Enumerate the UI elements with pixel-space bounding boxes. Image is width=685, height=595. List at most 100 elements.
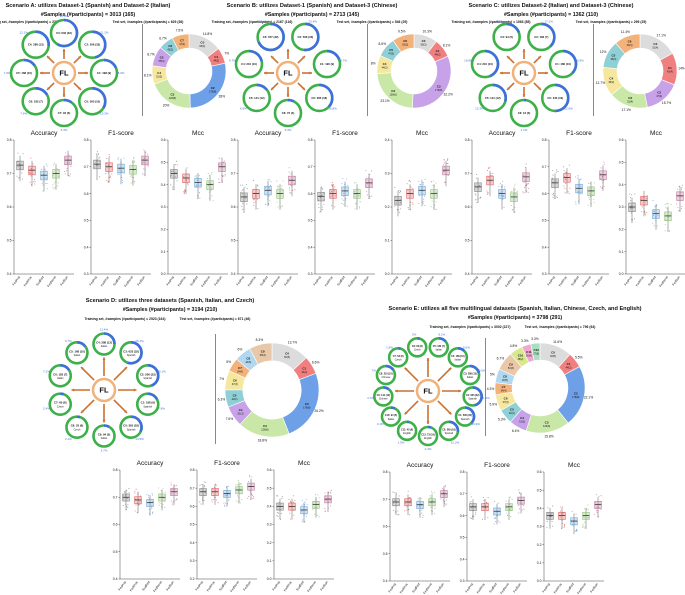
data-point (122, 182, 123, 183)
data-point (470, 501, 471, 502)
y-tick-label: 0.3 (308, 272, 313, 276)
data-point (491, 173, 492, 174)
x-tick-label: FedProx (283, 580, 293, 592)
data-point (281, 188, 282, 189)
donut-slice-label: C5 (611, 54, 615, 58)
donut-slice-pct: 18.8% (258, 439, 267, 443)
data-point (588, 509, 589, 510)
y-tick-label: 0.8 (383, 470, 388, 474)
y-tick-label: 0.8 (231, 138, 236, 142)
data-point (228, 500, 229, 501)
data-point (572, 511, 573, 512)
data-point (647, 195, 648, 196)
fl-arrow-head (427, 421, 430, 424)
x-tick-label: FedDyn (242, 580, 252, 591)
data-point (669, 230, 670, 231)
data-point (302, 500, 303, 501)
data-point (445, 504, 446, 505)
data-point (504, 188, 505, 189)
x-tick-label: FedAvg (271, 580, 281, 591)
donut-slice-pct: 4.8% (510, 344, 518, 348)
data-point (486, 502, 487, 503)
data-point (219, 158, 220, 159)
donut-slice-count: 176(8) (435, 89, 442, 92)
scenario-samples-E: #Samples (#participants) = 3798 (291) (468, 315, 562, 321)
data-point (578, 177, 579, 178)
y-tick-label: 0.2 (190, 577, 195, 581)
data-point (432, 185, 433, 186)
donut-slice-count: 26(4) (526, 354, 532, 357)
client-label: C2: 506 (33) (140, 372, 156, 376)
client-language: Czech (414, 349, 421, 352)
data-point (132, 181, 133, 182)
y-tick-label: 0.5 (7, 239, 12, 243)
donut-slice-label: C4 (157, 71, 161, 75)
client-pct: 7% (372, 368, 377, 372)
y-tick-label: 0.5 (383, 552, 388, 556)
fl-arrow-head (63, 49, 66, 52)
client-pct: 9.7% (229, 58, 236, 62)
fl-arrow-head (458, 390, 461, 393)
data-point (446, 504, 447, 505)
data-point (598, 496, 599, 497)
data-point (207, 178, 208, 179)
y-tick-label: 0.4 (619, 183, 624, 187)
y-tick-label: 0.4 (161, 183, 166, 187)
x-tick-label: FedDyn (437, 275, 447, 286)
data-point (204, 486, 205, 487)
y-tick-label: 0.8 (308, 138, 313, 142)
data-point (594, 182, 595, 183)
data-point (270, 181, 271, 182)
x-tick-label: Scaffold (336, 275, 346, 287)
data-point (569, 188, 570, 189)
y-tick-label: 0.6 (231, 205, 236, 209)
data-point (522, 191, 523, 192)
data-point (519, 508, 520, 509)
data-point (68, 155, 69, 156)
data-point (355, 182, 356, 183)
client-pct: 22.6% (564, 107, 573, 111)
data-point (172, 187, 173, 188)
data-point (54, 182, 55, 183)
donut-slice-count: 126(8) (169, 97, 176, 100)
data-point (392, 492, 393, 493)
data-point (421, 180, 422, 181)
client-label: C7: 53 (6) (393, 355, 404, 358)
data-point (199, 501, 200, 502)
data-point (371, 196, 372, 197)
client-label: C4: 168 (10) (451, 355, 465, 358)
data-point (443, 500, 444, 501)
data-point (152, 494, 153, 495)
data-point (242, 209, 243, 210)
data-point (412, 202, 413, 203)
test-set-E: Test set, #samples (#participants) = 796… (525, 325, 596, 329)
fl-arrow-head (134, 389, 137, 392)
data-point (281, 498, 282, 499)
client-share-arc (391, 408, 395, 409)
data-point (564, 524, 565, 525)
y-tick-label: 0.7 (190, 486, 195, 490)
data-point (445, 182, 446, 183)
donut-slice-label: C3 (391, 89, 395, 93)
data-point (314, 514, 315, 515)
x-tick-label: FedDyn (589, 582, 599, 593)
donut-slice-count: 38(2) (608, 81, 614, 84)
data-point (495, 518, 496, 519)
fl-arrow-head (72, 389, 75, 392)
data-point (489, 167, 490, 168)
panel-divider (367, 24, 368, 116)
x-tick-label: FedAvg (194, 580, 204, 591)
data-point (584, 522, 585, 523)
data-point (251, 476, 252, 477)
y-tick-label: 0.3 (619, 205, 624, 209)
fl-arrow (81, 367, 94, 380)
donut-slice-label: C6 (403, 39, 407, 43)
data-point (408, 209, 409, 210)
data-point (418, 500, 419, 501)
data-point (445, 485, 446, 486)
donut-slice-count: 44(2) (382, 67, 388, 70)
x-tick-label: FedAvg (546, 275, 556, 286)
